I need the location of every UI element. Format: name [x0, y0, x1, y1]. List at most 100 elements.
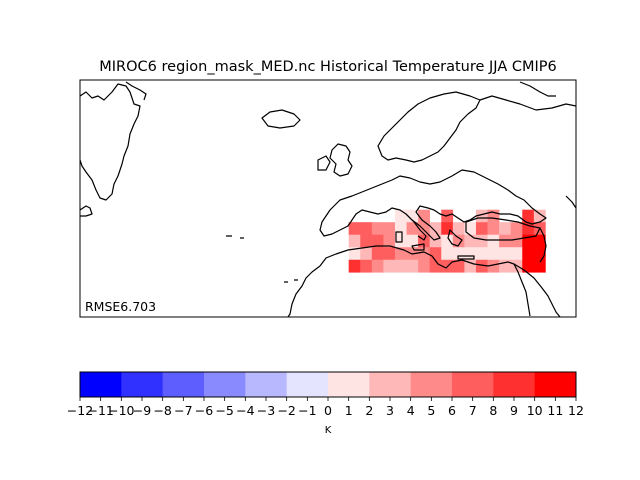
- coastline-canary: [284, 279, 298, 283]
- colorbar-tick-label: 2: [365, 403, 373, 418]
- coastline-greenland-east: [125, 81, 147, 101]
- heatmap-cell: [406, 234, 419, 248]
- colorbar-ticks: −12−11−10−9 −8 −7 −6 −5 −4 −3 −2 −1 0 1 2 3 4 5 6 7 8 9 10 1…: [67, 397, 584, 418]
- heatmap-cell: [487, 247, 500, 261]
- colorbar-tick-label: −11: [87, 403, 113, 418]
- heatmap-cell: [394, 234, 407, 248]
- coastline-azores: [226, 235, 244, 239]
- coastline-iceland: [261, 109, 301, 129]
- colorbar-tick-label: −9: [133, 403, 151, 418]
- heatmap-cell: [475, 247, 488, 261]
- colorbar-tick-label: −10: [108, 403, 134, 418]
- heatmap-cell: [452, 247, 465, 261]
- heatmap-cell: [418, 234, 430, 248]
- coastline-italy-boot: [405, 213, 427, 241]
- colorbar-tick-label: 1: [345, 403, 353, 418]
- colorbar-segments: [80, 372, 577, 397]
- coastline-scandinavia: [377, 91, 481, 163]
- colorbar-segment: [369, 372, 412, 397]
- coastline-north-africa: [319, 245, 531, 317]
- heatmap-cell: [394, 222, 407, 236]
- heatmap-cell: [475, 222, 488, 236]
- colorbar-unit-label: K: [325, 425, 332, 436]
- heatmap-cell: [394, 247, 407, 261]
- heatmap-cell: [394, 259, 407, 273]
- coastline-ireland: [317, 155, 331, 171]
- coastline-red-sea-arabia: [513, 263, 561, 318]
- heatmap-cell: [499, 259, 511, 273]
- colorbar-tick-label: −5: [215, 403, 233, 418]
- heatmap-cell: [383, 247, 396, 261]
- colorbar-tick-label: 0: [324, 403, 332, 418]
- colorbar-tick-label: 10: [527, 403, 543, 418]
- heatmap-cell: [475, 259, 488, 273]
- map-background: [80, 80, 576, 317]
- colorbar-segment: [121, 372, 164, 397]
- map-frame: [79, 79, 577, 318]
- heatmap-cell: [371, 234, 384, 248]
- coastline-levant: [539, 227, 547, 263]
- heatmap-cell: [522, 234, 535, 248]
- heatmap-cell: [371, 259, 384, 273]
- coastline-anatolia: [465, 217, 541, 241]
- heatmap-cell: [441, 247, 454, 261]
- heatmap-cell: [510, 247, 523, 261]
- heatmap-cell: [418, 209, 430, 223]
- heatmap-cell: [452, 259, 465, 273]
- heatmap-cell: [348, 222, 361, 236]
- colorbar-tick-label: −7: [174, 403, 192, 418]
- coastlines: [79, 81, 577, 318]
- heatmap-cell: [360, 259, 373, 273]
- colorbar-tick-label: −6: [195, 403, 213, 418]
- heatmap-cell: [464, 234, 477, 248]
- heatmap-cell: [406, 209, 419, 223]
- heatmap-cell: [522, 247, 535, 261]
- heatmap-cell: [487, 259, 500, 273]
- coastline-greece: [447, 229, 463, 247]
- colorbar-segment: [410, 372, 453, 397]
- map-title: MIROC6 region_mask_MED.nc Historical Tem…: [99, 59, 556, 75]
- heatmap-cell: [533, 247, 546, 261]
- heatmap-cell: [406, 222, 419, 236]
- heatmap-cell: [429, 222, 442, 236]
- heatmap-cell: [429, 234, 442, 248]
- colorbar-tick-label: −1: [298, 403, 316, 418]
- colorbar: −12−11−10−9 −8 −7 −6 −5 −4 −3 −2 −1 0 1 2 3 4 5 6 7 8 9 10 1…: [67, 371, 584, 436]
- heatmap-cell: [522, 259, 535, 273]
- heatmap-cell: [533, 234, 546, 248]
- heatmap-cell: [429, 247, 442, 261]
- heatmap-cell: [487, 222, 500, 236]
- heatmap-cell: [418, 247, 430, 261]
- heatmap-cell: [533, 209, 546, 223]
- coastline-greenland: [79, 83, 141, 201]
- map-axes: RMSE6.703: [79, 79, 577, 318]
- heatmap-cell: [371, 222, 384, 236]
- rmse-annotation: RMSE6.703: [85, 299, 156, 314]
- colorbar-tick-label: 11: [547, 403, 563, 418]
- heatmap-cell: [360, 234, 373, 248]
- colorbar-tick-label: −3: [257, 403, 275, 418]
- heatmap-cell: [499, 247, 511, 261]
- heatmap-cell: [452, 222, 465, 236]
- heatmap-cell: [371, 247, 384, 261]
- heatmap-cell: [499, 234, 511, 248]
- heatmap-cell: [487, 234, 500, 248]
- heatmap-cell: [499, 222, 511, 236]
- colorbar-tick-label: −4: [236, 403, 254, 418]
- heatmap-cell: [464, 247, 477, 261]
- heatmap-cell: [383, 234, 396, 248]
- heatmap-cell: [406, 259, 419, 273]
- colorbar-segment: [493, 372, 536, 397]
- heatmap-cell: [348, 234, 361, 248]
- heatmap-cell: [533, 259, 546, 273]
- colorbar-segment: [80, 372, 122, 397]
- heatmap-cell: [441, 234, 454, 248]
- heatmap-cell: [418, 259, 430, 273]
- heatmap-cell: [394, 209, 407, 223]
- heatmap-cell: [418, 222, 430, 236]
- heatmap-cell: [383, 222, 396, 236]
- heatmap-cell: [360, 222, 373, 236]
- coastline-canada: [79, 205, 93, 217]
- colorbar-tick-label: 6: [448, 403, 456, 418]
